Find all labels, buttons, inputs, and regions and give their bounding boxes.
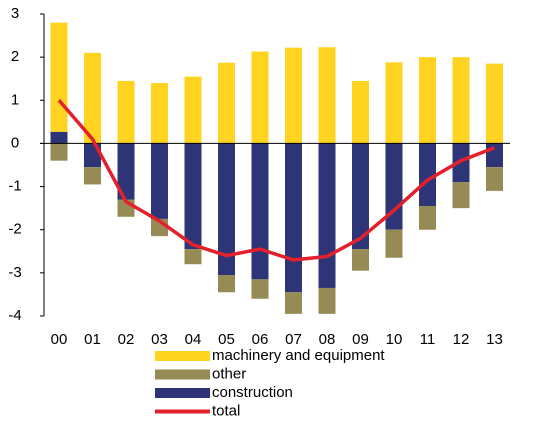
y-tick-label: -2: [8, 221, 21, 238]
x-tick-label: 01: [84, 331, 101, 348]
bar: [251, 279, 269, 299]
bar: [486, 143, 503, 168]
bar: [84, 167, 101, 185]
x-tick-label: 13: [486, 331, 503, 348]
bar: [352, 80, 369, 144]
bar: [419, 57, 436, 144]
bar: [285, 143, 302, 293]
bar: [452, 143, 470, 183]
bar: [419, 205, 436, 230]
legend-swatch: [155, 369, 210, 380]
bar: [318, 287, 336, 314]
x-tick-label: 02: [118, 331, 135, 348]
y-tick-label: 3: [11, 5, 19, 22]
legend-label: machinery and equipment: [212, 347, 385, 364]
legend-label: construction: [212, 384, 293, 401]
bar: [352, 249, 369, 271]
y-tick-label: -3: [8, 264, 21, 281]
bar: [84, 52, 101, 144]
y-tick-label: -4: [8, 307, 21, 324]
x-tick-label: 00: [51, 331, 68, 348]
y-tick-label: 1: [11, 91, 19, 108]
bar: [352, 143, 369, 250]
bar: [117, 80, 135, 144]
y-tick-label: -1: [8, 178, 21, 195]
x-tick-label: 05: [218, 331, 235, 348]
legend-swatch: [155, 351, 210, 361]
bar: [151, 143, 168, 219]
bar: [486, 167, 503, 191]
bar: [251, 143, 269, 280]
bar: [385, 62, 403, 144]
bar: [50, 131, 68, 144]
bar: [385, 229, 403, 258]
x-tick-label: 07: [285, 331, 302, 348]
bar: [184, 143, 202, 250]
bar: [285, 47, 302, 144]
legend-label: other: [212, 365, 246, 382]
x-tick-label: 08: [319, 331, 336, 348]
bar: [218, 275, 235, 293]
bar: [117, 143, 135, 200]
legend-swatch: [155, 409, 210, 414]
bar: [318, 143, 336, 288]
bar: [50, 143, 68, 161]
bar: [251, 51, 269, 144]
bar: [184, 76, 202, 144]
bar: [50, 22, 68, 132]
x-tick-label: 10: [386, 331, 403, 348]
y-tick-label: 2: [11, 48, 19, 65]
legend-swatch: [155, 388, 210, 398]
bar: [318, 47, 336, 144]
x-tick-label: 12: [453, 331, 470, 348]
legend-label: total: [212, 402, 240, 419]
bar: [452, 57, 470, 144]
bar: [285, 292, 302, 314]
x-tick-label: 06: [252, 331, 269, 348]
x-tick-label: 03: [151, 331, 168, 348]
bar: [486, 63, 503, 144]
line: [57, 99, 496, 262]
bar: [452, 182, 470, 209]
bar: [218, 143, 235, 276]
bar: [151, 83, 168, 144]
bar: [218, 62, 235, 144]
x-tick-label: 09: [352, 331, 369, 348]
bar: [419, 143, 436, 206]
bar: [184, 249, 202, 265]
y-tick-label: 0: [11, 134, 19, 151]
x-tick-label: 11: [420, 331, 436, 348]
x-tick-label: 04: [185, 331, 202, 348]
